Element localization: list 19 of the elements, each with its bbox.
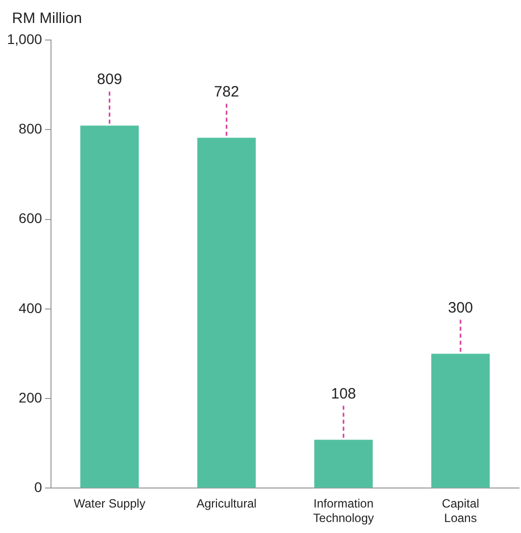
x-tick-label: Agricultural (196, 496, 257, 511)
data-label: 782 (214, 83, 240, 100)
x-tick-label: Information Technology (313, 496, 374, 526)
x-tick-label: Capital Loans (442, 496, 480, 526)
bar (314, 440, 373, 488)
bar (80, 126, 139, 488)
y-tick-label: 600 (18, 210, 42, 226)
y-tick-label: 0 (34, 479, 42, 496)
data-label: 300 (448, 299, 474, 316)
bar (197, 138, 256, 488)
y-tick-label: 400 (18, 300, 42, 316)
bar (431, 354, 490, 488)
y-tick-label: 1,000 (6, 30, 42, 47)
y-tick-label: 800 (18, 120, 42, 136)
y-axis-title: RM Million (12, 10, 82, 27)
x-tick-label: Water Supply (74, 496, 146, 511)
data-label: 809 (97, 71, 122, 88)
y-tick-label: 200 (18, 389, 42, 406)
data-label: 108 (330, 385, 356, 402)
